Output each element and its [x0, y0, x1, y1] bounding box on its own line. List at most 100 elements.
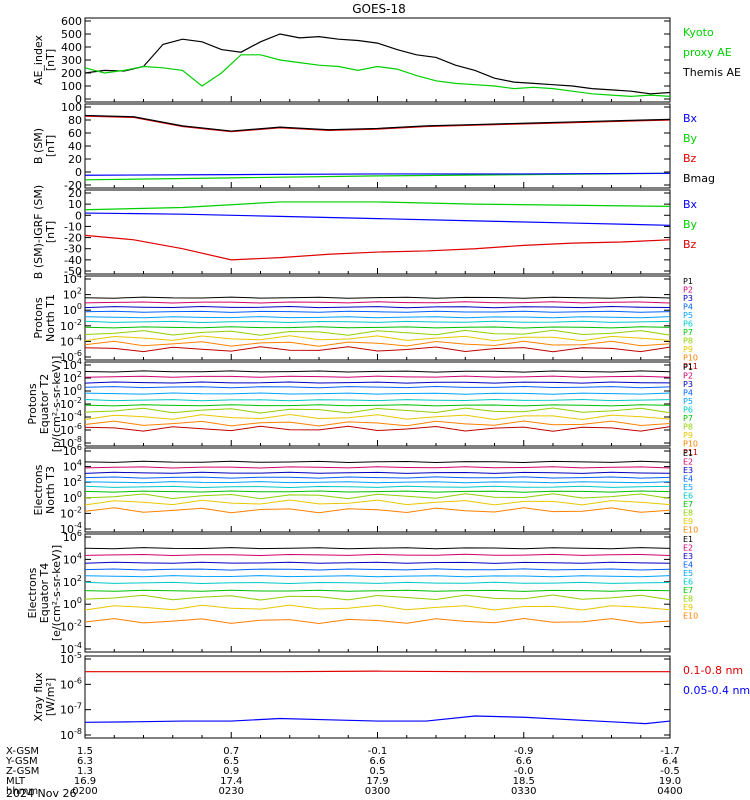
legend-entry: E3 [683, 466, 693, 475]
y-tick-label: 300 [61, 54, 82, 67]
y-axis-label: AE_index[nT] [32, 34, 57, 85]
footer-value: -1.7 [660, 746, 680, 757]
footer-value: 17.4 [220, 776, 242, 787]
channel-line [84, 490, 671, 493]
y-tick-label: -20 [64, 179, 82, 192]
y-tick-label: -20 [64, 232, 82, 245]
panel-pequator: 10410210010-210-410-610-8ProtonsEquator … [26, 356, 698, 457]
channel-line [84, 604, 671, 611]
y-axis-label: Xray flux[W/m²] [32, 672, 57, 722]
figure-title: GOES-18 [352, 2, 406, 16]
legend-entry: P8 [683, 337, 693, 346]
channel-line [84, 305, 671, 309]
series-line [84, 33, 671, 95]
series-line [84, 54, 671, 98]
legend-entry: 0.1-0.8 nm [683, 664, 743, 677]
footer-value: 0300 [365, 786, 390, 797]
footer-value: 0200 [72, 786, 97, 797]
y-tick-label: 10-2 [60, 318, 82, 333]
panel-frame [84, 447, 671, 533]
channel-line [84, 485, 671, 489]
legend-entry: P7 [683, 328, 693, 337]
channel-line [84, 407, 671, 414]
channel-line [84, 316, 671, 319]
legend-entry: Kyoto [683, 26, 714, 39]
legend-entry: Bx [683, 198, 698, 211]
legend-entry: E2 [683, 458, 693, 467]
legend-entry: P9 [683, 431, 693, 440]
date-label: 2024 Nov 26 [6, 787, 76, 800]
series-line [84, 715, 671, 725]
footer-value: 19.0 [659, 776, 681, 787]
channel-line [84, 310, 671, 313]
legend-entry: P1 [683, 277, 693, 286]
legend-entry: E6 [683, 492, 693, 501]
panel-frame [84, 361, 671, 447]
y-tick-label: 106 [63, 443, 82, 458]
channel-line [84, 617, 671, 625]
legend-entry: E8 [683, 509, 693, 518]
legend-entry: E9 [683, 603, 693, 612]
channel-line [84, 320, 671, 324]
legend-entry: P8 [683, 423, 693, 432]
panel-frame [84, 189, 671, 275]
y-tick-label: 10-2 [60, 505, 82, 520]
y-tick-label: 10-7 [60, 702, 82, 717]
y-tick-label: 200 [61, 67, 82, 80]
legend-entry: Themis AE [682, 66, 741, 79]
panel-frame [84, 655, 671, 739]
channel-line [84, 499, 671, 506]
legend-entry: P5 [683, 311, 693, 320]
legend-entry: E1 [683, 449, 693, 458]
y-axis-label: ProtonsNorth T1 [32, 294, 57, 342]
legend-entry: E2 [683, 544, 693, 553]
channel-line [84, 561, 671, 564]
footer-value: 0400 [657, 786, 682, 797]
y-tick-label: 80 [68, 114, 82, 127]
y-tick-label: -10 [64, 220, 82, 233]
y-axis-label: ElectronsNorth T3 [32, 464, 57, 515]
y-tick-label: 100 [61, 80, 82, 93]
y-tick-label: 10-8 [60, 727, 82, 742]
legend-entry: P9 [683, 345, 693, 354]
channel-line [84, 404, 671, 407]
legend-entry: E10 [683, 526, 698, 535]
channel-line [84, 398, 671, 402]
series-line [85, 670, 670, 673]
y-axis-label: ProtonsEquator T2[p/(cm²-s-sr-keV)] [26, 356, 63, 453]
channel-line [84, 568, 671, 571]
legend-entry: By [683, 218, 698, 231]
footer-row-label: Z-GSM [6, 766, 39, 777]
channel-line [84, 507, 671, 514]
channel-line [84, 326, 671, 329]
footer-value: -0.5 [660, 766, 680, 777]
y-axis-label: B (SM)[nT] [32, 128, 57, 164]
y-tick-label: 0 [75, 166, 82, 179]
y-tick-label: 102 [63, 574, 82, 589]
y-tick-label: 104 [63, 271, 82, 286]
channel-line [84, 476, 671, 479]
footer-value: 0230 [219, 786, 244, 797]
legend-entry: E1 [683, 535, 693, 544]
footer-value: 1.3 [77, 766, 93, 777]
channel-line [84, 340, 671, 347]
series-line [84, 201, 671, 211]
footer-value: 0.9 [223, 766, 239, 777]
channel-line [84, 471, 671, 474]
footer-row-label: MLT [6, 776, 26, 787]
y-tick-label: 100 [63, 302, 82, 317]
legend-entry: P2 [683, 286, 693, 295]
y-tick-label: 100 [63, 490, 82, 505]
y-axis-label: B (SM)-IGRF (SM)[nT] [32, 185, 57, 279]
legend-entry: E6 [683, 578, 693, 587]
y-tick-label: 60 [68, 127, 82, 140]
legend-entry: Bz [683, 152, 697, 165]
series-line [84, 172, 671, 176]
legend-entry: Bz [683, 238, 697, 251]
legend-entry: E4 [683, 475, 693, 484]
